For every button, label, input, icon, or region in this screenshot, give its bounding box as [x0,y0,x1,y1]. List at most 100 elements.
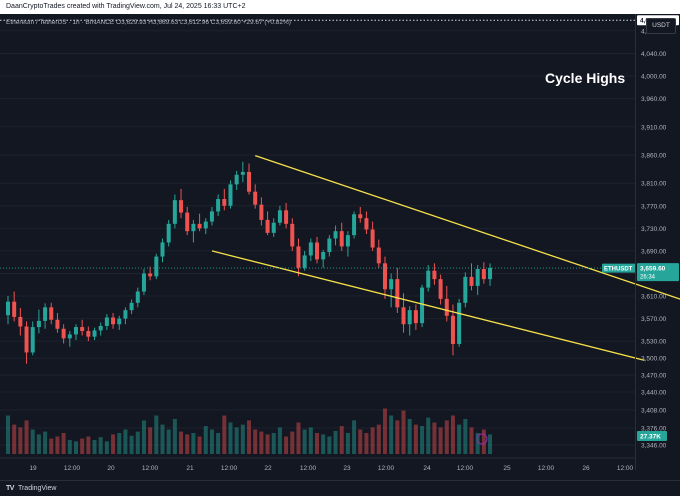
volume-bar [216,433,221,454]
candle-body [420,287,425,324]
candle-body [73,327,78,335]
candle-body [55,319,60,329]
volume-bar [444,420,449,454]
candle-body [247,171,252,192]
candle-body [488,267,493,280]
time-tick-label: 12:00 [457,465,474,472]
volume-bar [30,429,35,454]
volume-bar [61,433,66,454]
candle-body [197,223,202,229]
symbol-tag-box [602,263,636,273]
candle-body [234,174,239,185]
volume-bar [321,434,326,454]
price-tick-label: 3,570.00 [641,316,667,323]
price-scale[interactable]: USDT [635,14,680,470]
volume-bar [253,429,258,454]
volume-value-box [637,431,667,441]
volume-bar [240,424,245,454]
volume-bar [6,415,10,454]
volume-bar [135,431,140,454]
volume-bar [209,429,214,454]
footer-bar: TV TradingView [0,480,680,495]
volume-bar [271,433,276,454]
time-tick-label: 21 [186,465,194,472]
volume-bar [345,433,350,454]
candle-body [43,307,48,321]
volume-bar [55,436,60,454]
candle-body [308,242,313,256]
volume-bar [339,426,344,454]
candle-body [327,238,332,253]
candle-body [253,191,258,205]
candle-body [179,200,184,213]
candle-body [6,301,10,316]
candle-body [345,235,350,247]
candle-body [154,256,159,277]
price-tick-label: 3,408.00 [641,408,667,415]
volume-bar [296,422,301,454]
volume-bar [67,440,72,454]
volume-bar [308,427,313,454]
volume-bar [265,434,270,454]
chart-header: DaanCryptoTrades created with TradingVie… [0,0,680,14]
alert-icon [476,433,488,445]
time-tick-label: 19 [29,465,37,472]
volume-bar [111,434,116,454]
volume-bar [395,420,400,454]
volume-bar [141,420,146,454]
candle-body [265,219,270,233]
volume-bar [376,424,381,454]
candle-body [426,270,431,288]
price-chart[interactable]: 4,080.004,040.004,000.003,960.003,910.00… [0,14,680,480]
volume-bar [123,429,128,454]
candle-body [358,214,363,219]
volume-bar [172,419,177,454]
volume-bar [277,427,282,454]
cycle-highs-annotation: Cycle Highs [545,70,626,86]
candle-body [259,204,264,220]
candle-body [36,320,41,328]
candle-body [166,223,171,243]
channel-lower-line [211,250,645,361]
last-price-label: 3,659.60 [640,266,666,273]
candle-body [129,302,134,311]
candle-body [222,199,227,206]
time-tick-label: 23 [343,465,351,472]
volume-bar [481,429,486,454]
candle-body [148,273,153,277]
candle-body [457,302,462,344]
candle-body [209,211,214,222]
candle-body [333,231,338,239]
price-tick-label: 3,530.00 [641,339,667,346]
volume-bar [370,427,375,454]
time-tick-label: 12:00 [378,465,395,472]
price-tick-label: 3,690.00 [641,248,667,255]
volume-bar [234,427,239,454]
chart-area[interactable]: 4,080.004,040.004,000.003,960.003,910.00… [0,14,680,480]
volume-bar [333,430,338,454]
volume-bar [389,415,394,454]
volume-bar [160,424,165,454]
channel-upper-line [254,154,680,300]
price-tick-label: 3,346.00 [641,442,667,449]
candle-body [463,276,468,303]
countdown-label: 26:34 [640,275,656,281]
time-tick-label: 12:00 [300,465,317,472]
candle-body [296,246,301,268]
candle-body [104,317,109,326]
volume-bar [302,429,307,454]
volume-bar [438,427,443,454]
candle-body [172,200,177,224]
volume-bar [18,427,23,454]
currency-tag[interactable]: USDT [646,18,676,34]
price-tick-label: 3,770.00 [641,203,667,210]
volume-bar [450,415,455,454]
candle-body [216,199,221,212]
candle-body [30,327,35,353]
candle-body [382,263,387,290]
volume-bar [475,433,480,454]
candle-body [407,310,412,325]
candle-body [389,279,394,290]
candle-body [191,223,196,232]
candle-body [123,310,128,319]
